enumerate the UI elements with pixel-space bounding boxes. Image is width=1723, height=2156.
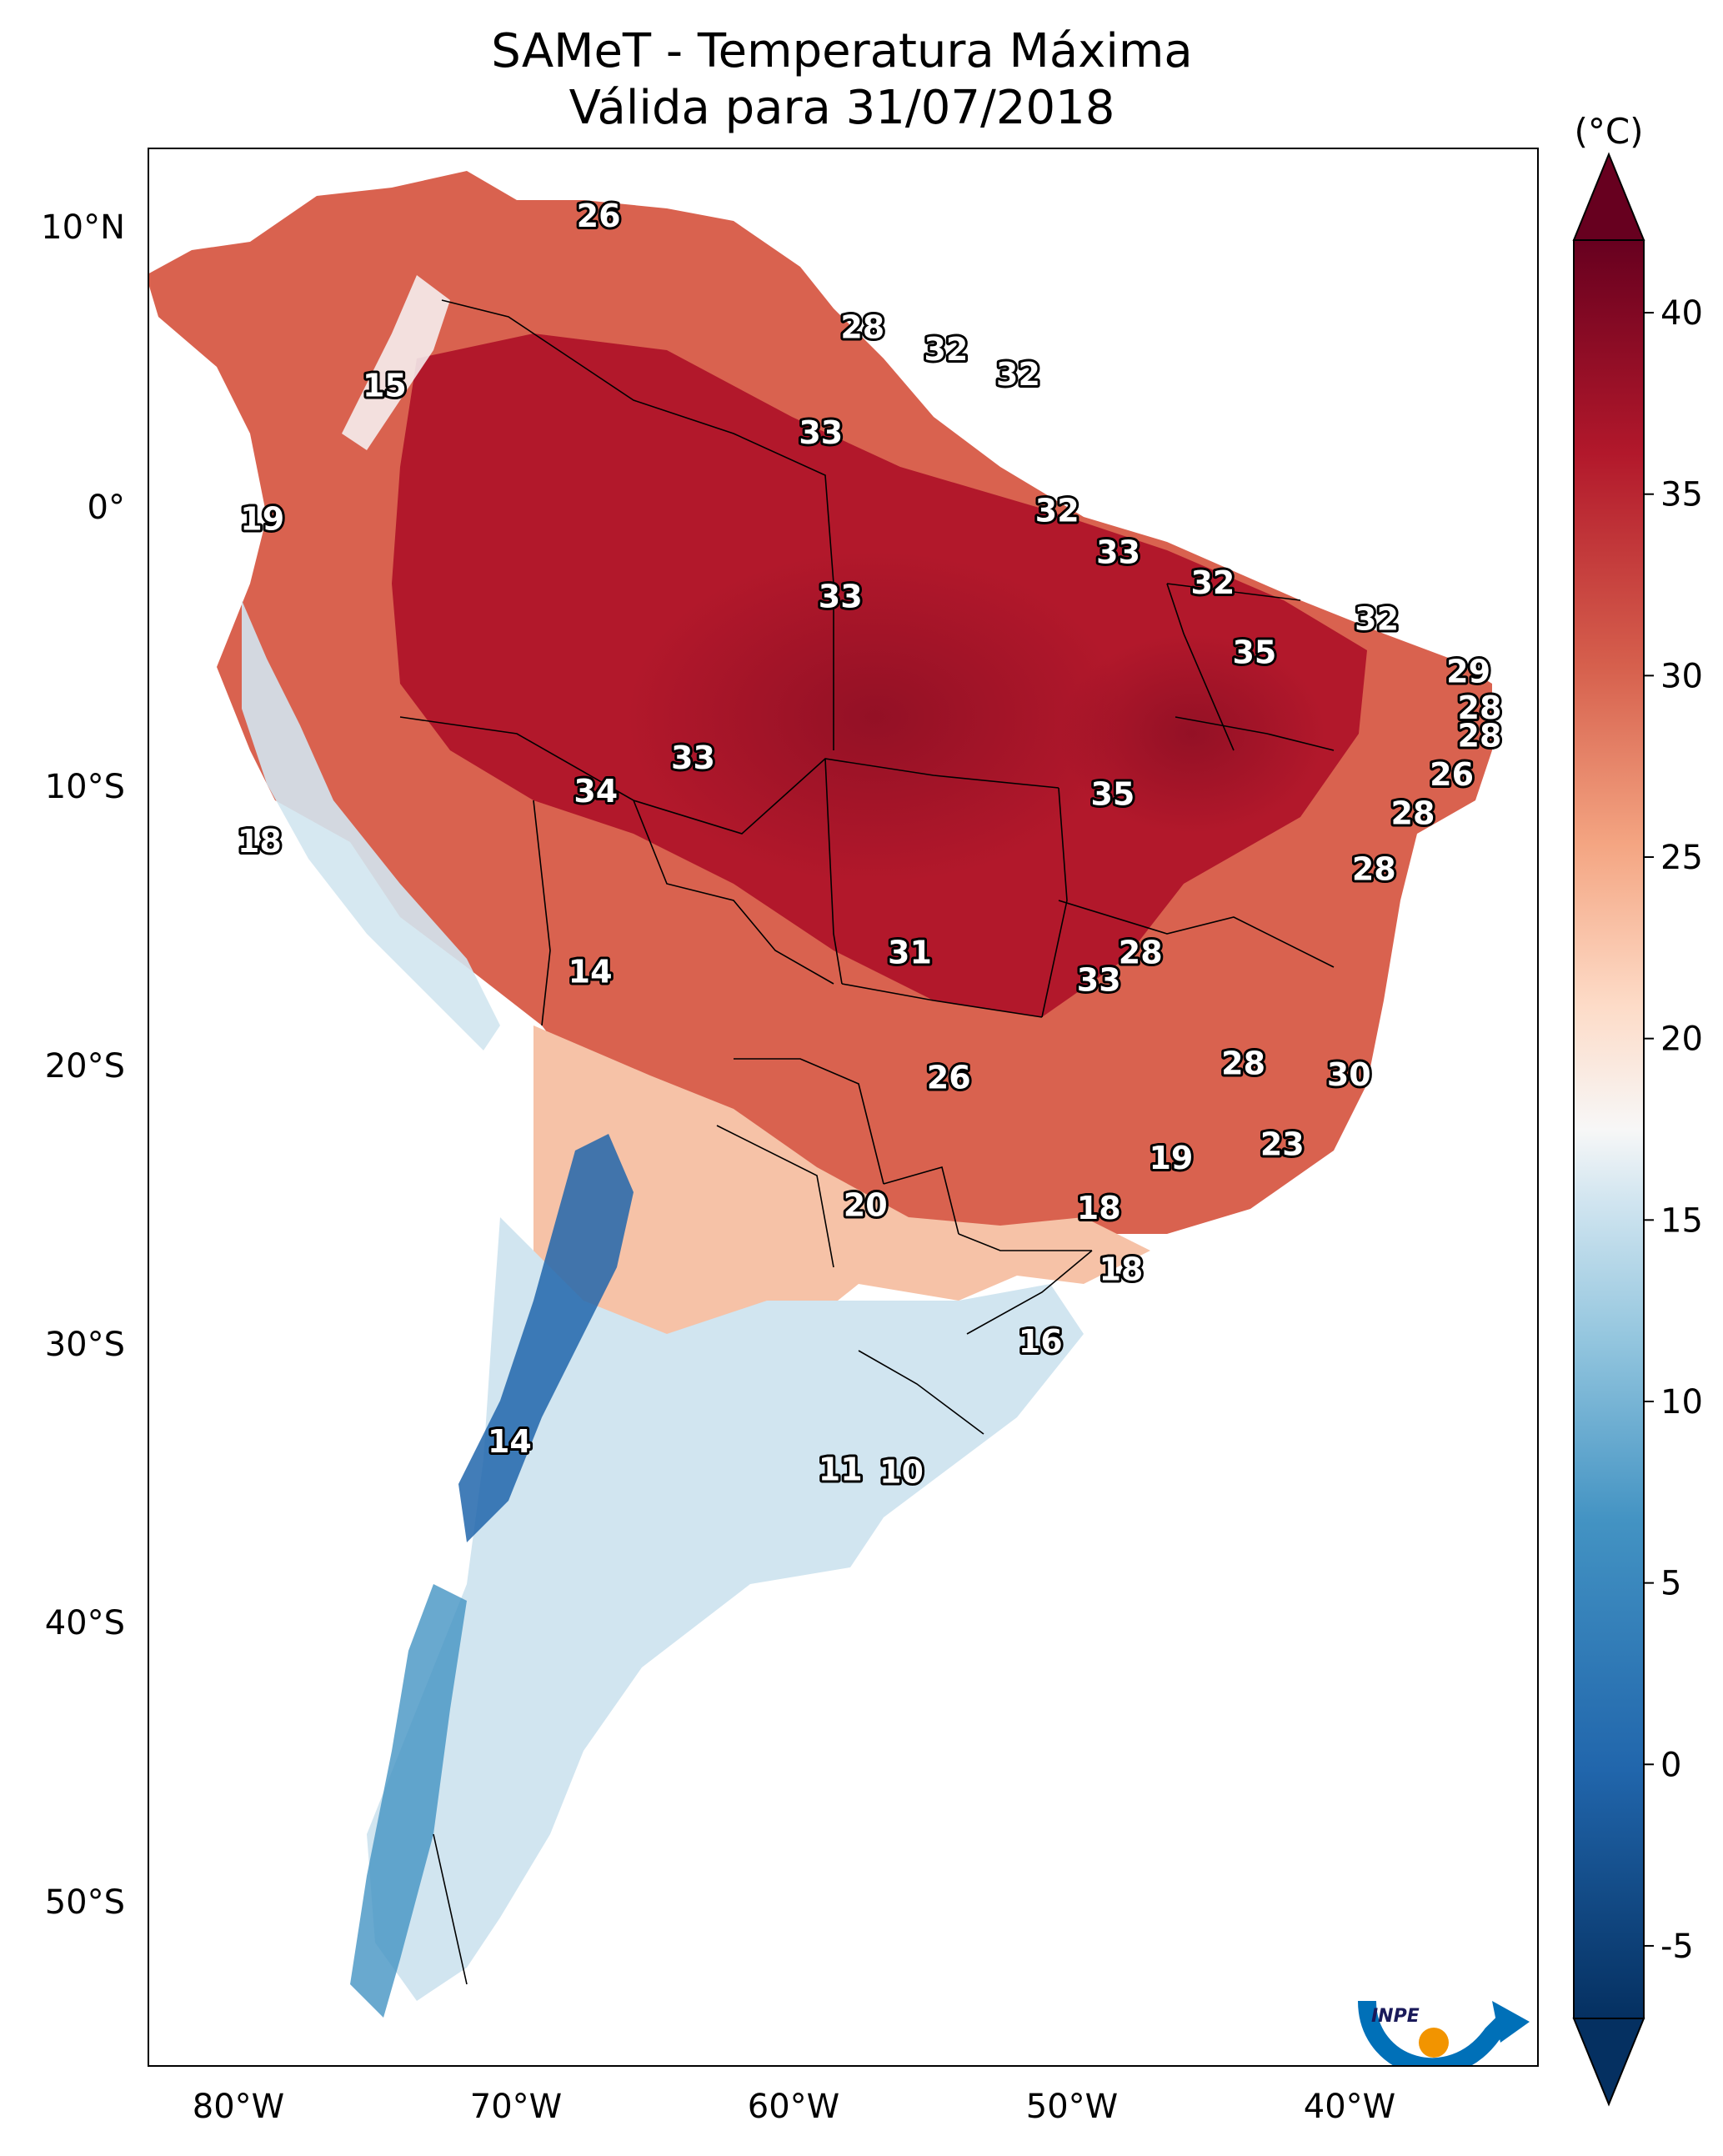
colorbar-tick-label: 35 [1660,476,1703,514]
colorbar-bottom-triangle [1572,2018,1645,2107]
lon-axis: 80°W 70°W 60°W 50°W 40°W [193,2088,1395,2126]
temperature-label: 28 [1221,1045,1265,1082]
logo-dot [1419,2028,1449,2058]
temperature-label: 26 [927,1059,971,1096]
temperature-label: 28 [1458,717,1502,754]
temperature-label: 32 [924,331,968,368]
hot-spot-center [625,550,1125,884]
colorbar-unit: (°C) [1574,111,1643,152]
lon-tick-label: 50°W [1026,2088,1118,2126]
temperature-label: 32 [996,356,1040,393]
logo-text: INPE [1371,2006,1420,2027]
temperature-label: 28 [1458,689,1502,726]
lat-tick-label: 10°S [45,768,125,806]
lat-tick-label: 20°S [45,1047,125,1086]
temperature-label: 30 [1327,1056,1371,1093]
andes-north-cool [242,600,500,1050]
temperature-label: 14 [488,1423,532,1460]
temperature-label: 31 [888,934,932,970]
lon-tick-label: 70°W [470,2088,562,2126]
colorbar-tick-label: 0 [1660,1746,1681,1784]
temperature-label: 32 [1355,600,1399,637]
temperature-label: 26 [577,198,621,234]
lat-tick-label: 10°N [41,208,125,247]
border-lines [399,299,1335,1985]
temperature-label: 18 [1077,1190,1121,1226]
colorbar-tick-label: 15 [1660,1201,1703,1240]
colorbar-tick-label: 30 [1660,657,1703,695]
temperature-label: 28 [1391,795,1435,832]
temperature-label: 26 [1430,756,1474,793]
lat-tick-label: 50°S [45,1883,125,1922]
temperature-label: 35 [1090,775,1134,812]
map-area: INPE 26151928323233333233323235292828333… [148,171,1530,2066]
logo-arrow [1492,2001,1530,2043]
temperature-label: 33 [1077,962,1121,999]
lon-tick-label: 80°W [193,2088,284,2126]
map-frame [148,148,1539,2067]
temperature-field [148,171,1492,2018]
temperature-label: 32 [1035,492,1079,529]
temperature-label: 33 [819,579,863,615]
colorbar-scale [1573,239,1645,2019]
hot-spot-northeast [1059,634,1325,834]
temperature-label: 18 [238,823,282,860]
temperature-label: 19 [240,500,284,537]
lon-tick-label: 60°W [748,2088,839,2126]
patagonia-cold [350,1584,467,2018]
temperature-label: 16 [1019,1323,1063,1360]
temperature-label: 14 [568,954,613,990]
temperature-label: 33 [671,740,715,776]
andes-colombia-cool [342,275,450,450]
andes-cold-band [458,1134,634,1542]
colorbar-top-triangle [1572,152,1645,241]
temperature-label: 11 [819,1451,863,1487]
colorbar: (°C) 40 35 30 25 20 15 10 5 0 -5 [1572,111,1703,2107]
lat-tick-label: 40°S [45,1604,125,1642]
country-borders [399,299,1335,1985]
map-title-line2: Válida para 31/07/2018 [569,81,1115,135]
temperature-label: 33 [799,414,843,451]
temperature-label: 32 [1190,564,1235,601]
lat-axis: 10°N 0° 10°S 20°S 30°S 40°S 50°S [41,208,125,1922]
temperature-label: 19 [1149,1140,1193,1176]
lat-tick-label: 0° [88,489,125,527]
colorbar-tick-label: 20 [1660,1020,1703,1059]
temperature-label: 18 [1099,1251,1143,1287]
colorbar-tick-label: 5 [1660,1565,1681,1603]
colorbar-tick-label: 10 [1660,1383,1703,1421]
lat-tick-label: 30°S [45,1326,125,1364]
temperature-label: 15 [363,367,407,404]
temperature-label: 23 [1260,1126,1305,1162]
temperature-label: 10 [879,1454,924,1491]
temperature-label: 29 [1446,654,1490,690]
southern-cool-region [367,1217,1084,2001]
colorbar-tick-label: 40 [1660,294,1703,333]
temperature-label: 33 [1096,534,1140,570]
temperature-label: 28 [1352,850,1396,887]
temperature-label: 28 [1119,934,1163,970]
colorbar-tick-label: -5 [1660,1928,1694,1966]
temperature-label: 35 [1232,634,1276,670]
temperature-label: 28 [840,308,884,345]
lon-tick-label: 40°W [1304,2088,1395,2126]
temperature-label: 34 [573,773,618,810]
map-title-line1: SAMeT - Temperatura Máxima [491,24,1193,78]
temperature-label: 20 [844,1187,888,1224]
colorbar-tick-label: 25 [1660,839,1703,877]
colorbar-ticks: 40 35 30 25 20 15 10 5 0 -5 [1644,294,1703,1966]
